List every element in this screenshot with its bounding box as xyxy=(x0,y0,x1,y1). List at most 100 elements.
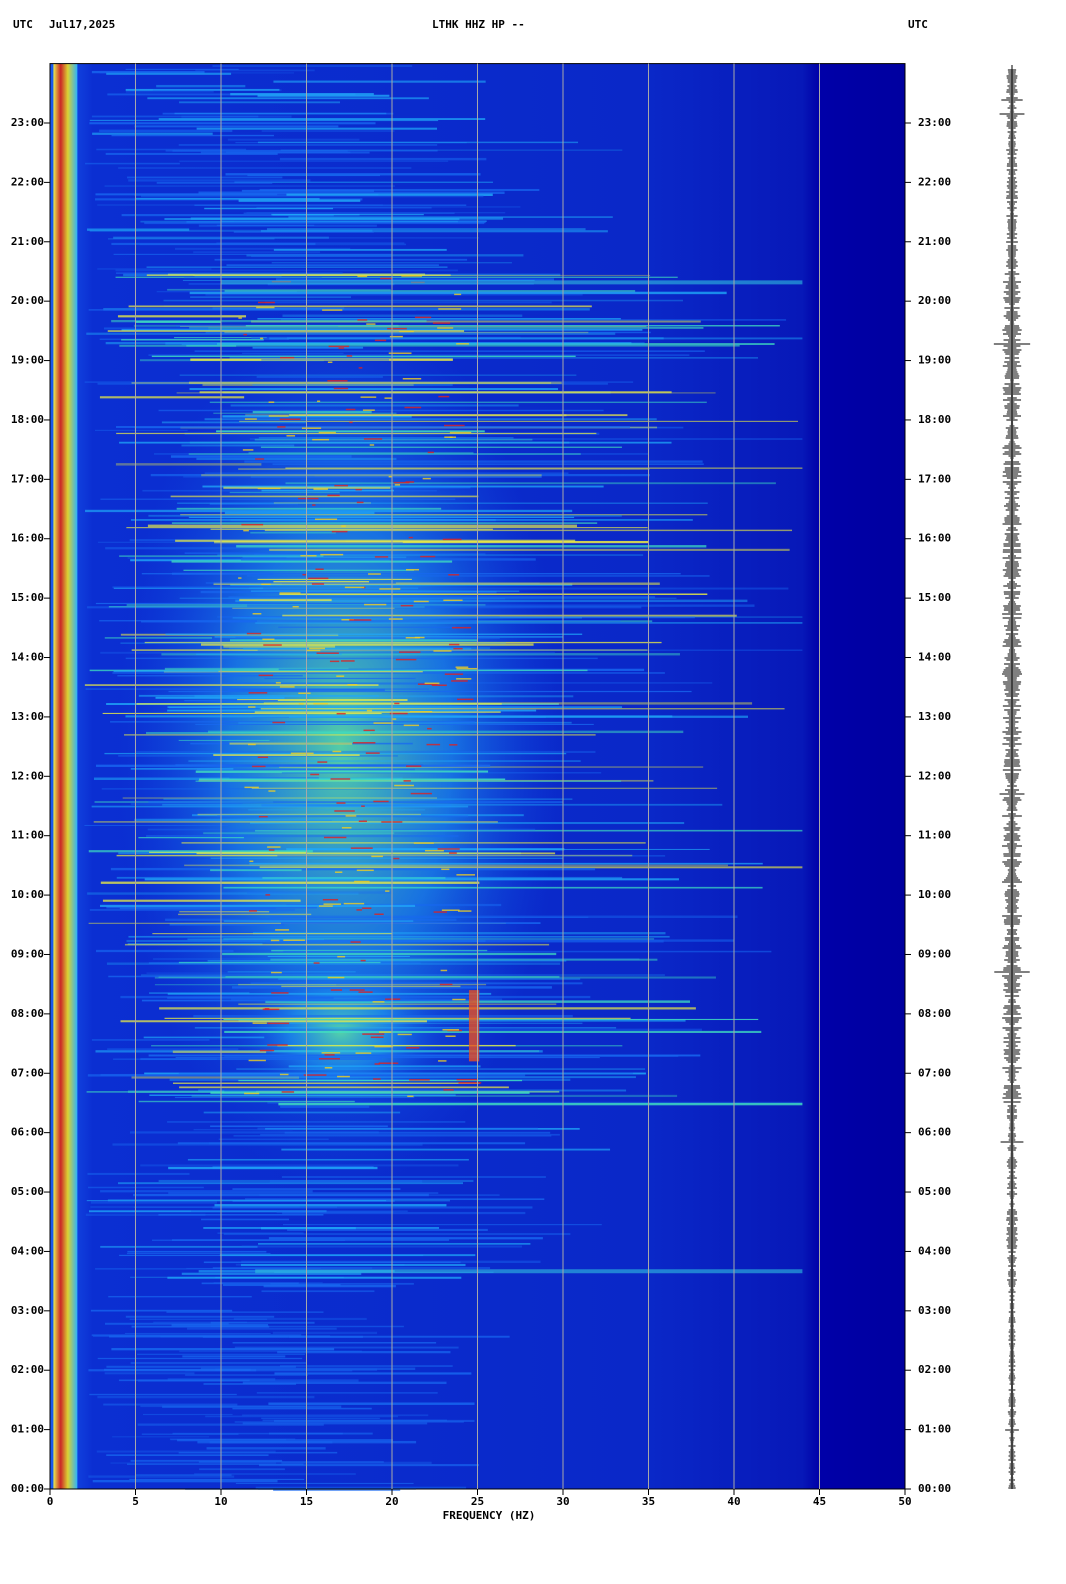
y-tick-label: 14:00 xyxy=(11,651,44,664)
streak xyxy=(155,696,285,699)
speck xyxy=(345,815,357,817)
streak xyxy=(277,1351,451,1354)
streak xyxy=(135,197,320,200)
speck xyxy=(275,929,290,931)
streak xyxy=(212,1267,491,1269)
streak xyxy=(196,852,556,855)
streak xyxy=(127,1090,225,1093)
streak xyxy=(97,382,608,385)
streak xyxy=(201,474,542,477)
streak xyxy=(165,342,645,345)
streak xyxy=(254,438,533,441)
speck xyxy=(438,308,462,310)
streak xyxy=(165,918,457,922)
streak xyxy=(241,1245,522,1248)
streak xyxy=(90,1309,233,1312)
band xyxy=(468,990,480,1062)
streak xyxy=(264,529,793,532)
streak xyxy=(278,978,581,980)
streak xyxy=(188,453,581,455)
speck xyxy=(334,484,348,487)
streak xyxy=(232,617,583,619)
y-tick-label: 18:00 xyxy=(918,413,951,426)
streak xyxy=(242,352,344,355)
y-tick-label: 19:00 xyxy=(918,354,951,367)
speck xyxy=(371,855,383,858)
streak xyxy=(117,674,303,677)
speck xyxy=(323,903,342,905)
streak xyxy=(184,699,278,702)
streak xyxy=(124,734,596,736)
streak xyxy=(210,1091,530,1094)
streak xyxy=(141,195,484,198)
y-tick-label: 03:00 xyxy=(918,1304,951,1317)
streak xyxy=(213,412,397,414)
streak xyxy=(280,922,541,924)
streak xyxy=(182,1355,286,1358)
streak xyxy=(224,1030,762,1033)
streak xyxy=(205,294,583,296)
speck xyxy=(358,991,373,993)
streak xyxy=(170,495,479,498)
streak xyxy=(222,952,557,956)
y-tick-label: 04:00 xyxy=(918,1244,951,1257)
streak xyxy=(254,711,501,713)
streak xyxy=(234,1346,459,1349)
speck xyxy=(403,724,420,727)
speck xyxy=(257,756,269,759)
streak xyxy=(84,162,180,165)
streak xyxy=(210,528,493,530)
streak xyxy=(203,1111,401,1114)
streak xyxy=(193,251,321,254)
streak xyxy=(163,798,573,800)
streak xyxy=(95,602,430,605)
streak xyxy=(147,524,577,528)
speck xyxy=(267,1044,288,1046)
streak xyxy=(150,473,650,477)
streak xyxy=(250,982,583,985)
streak xyxy=(89,229,373,232)
streak xyxy=(252,383,453,386)
streak xyxy=(242,1381,447,1385)
speck xyxy=(456,874,476,876)
y-tick-label: 15:00 xyxy=(11,591,44,604)
speck xyxy=(265,894,271,896)
streak xyxy=(136,750,596,754)
streak xyxy=(130,803,243,805)
streak xyxy=(281,1148,611,1151)
speck xyxy=(315,568,324,570)
speck xyxy=(324,1067,333,1069)
streak xyxy=(178,1072,633,1075)
speck xyxy=(389,335,403,338)
streak xyxy=(124,943,550,946)
streak xyxy=(217,554,644,556)
streak xyxy=(87,1172,190,1175)
speck xyxy=(378,1062,399,1064)
streak xyxy=(238,199,361,202)
streak xyxy=(194,695,574,698)
streak xyxy=(174,1096,415,1099)
speck xyxy=(374,913,384,915)
y-tick-label: 10:00 xyxy=(11,888,44,901)
streak xyxy=(158,409,604,412)
streak xyxy=(156,84,246,88)
streak xyxy=(179,597,677,599)
speck xyxy=(449,431,472,434)
streak xyxy=(146,266,448,268)
speck xyxy=(370,1036,384,1039)
streak xyxy=(117,1182,464,1185)
speck xyxy=(313,488,328,490)
y-tick-label: 11:00 xyxy=(11,829,44,842)
streak xyxy=(106,72,232,75)
streak xyxy=(89,1393,237,1396)
speck xyxy=(268,849,275,851)
speck xyxy=(451,680,468,682)
speck xyxy=(246,632,262,635)
streak xyxy=(140,1164,459,1167)
speck xyxy=(356,869,374,872)
streak xyxy=(286,848,565,851)
x-tick-label: 10 xyxy=(214,1495,227,1508)
speck xyxy=(405,637,420,639)
speck xyxy=(399,651,421,653)
streak xyxy=(127,176,283,179)
